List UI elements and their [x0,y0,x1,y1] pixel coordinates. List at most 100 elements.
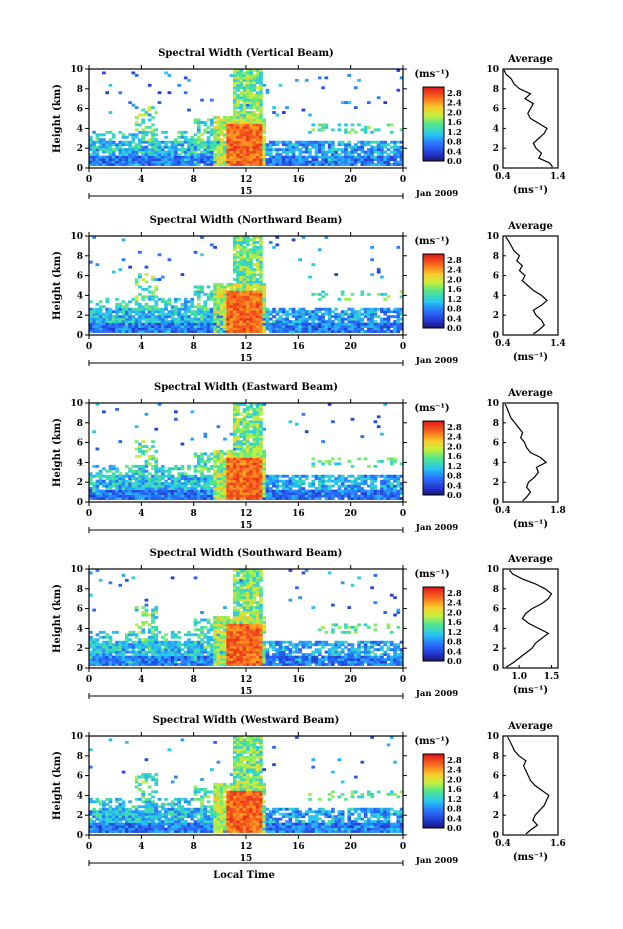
y-tick-label: 8 [77,419,83,429]
heatmap-cell [213,452,217,456]
heatmap-cell [226,116,231,119]
heatmap-cell [252,250,257,254]
heatmap-cell [95,489,100,493]
heatmap-cell [370,130,374,134]
heatmap-cell [167,140,172,144]
heatmap-cell [160,325,165,328]
heatmap-cell [131,71,136,75]
heatmap-cell [236,457,240,461]
heatmap-cell [95,497,100,500]
heatmap-cell [180,135,185,139]
heatmap-cell [337,474,342,478]
heatmap-cell [164,484,168,488]
heatmap-cell [259,265,263,269]
heatmap-cell [396,317,401,321]
heatmap-cell [229,140,234,144]
heatmap-cell [249,330,253,333]
average-x-tick-label: 0.4 [495,506,511,516]
heatmap-cell [327,307,332,311]
heatmap-cell [219,297,224,301]
heatmap-cell [311,457,316,461]
heatmap-cell [249,425,253,429]
heatmap-cell [246,71,250,75]
heatmap-cell [121,650,126,654]
heatmap-cell [255,300,260,304]
heatmap-cell [357,457,361,461]
heatmap-cell [102,653,106,657]
heatmap-cell [246,472,250,476]
y-tick-label: 6 [77,272,83,282]
heatmap-cell [193,452,198,456]
heatmap-cell [259,263,263,267]
heatmap-cell [210,479,214,483]
heatmap-cell [183,658,188,661]
colorbar-swatch [423,434,444,437]
heatmap-cell [183,150,188,154]
heatmap-cell [167,640,172,644]
heatmap-cell [275,153,280,157]
heatmap-cell [108,464,113,468]
x-tick-label: 12 [240,509,253,519]
heatmap-cell [226,300,231,304]
heatmap-cell [102,410,106,414]
heatmap-cell [219,153,224,157]
heatmap-cell [301,487,306,491]
heatmap-cell [321,330,325,333]
heatmap-cell [389,322,394,326]
heatmap-cell [259,240,263,244]
y-tick-label: 0 [77,331,83,341]
heatmap-cell [131,477,136,481]
heatmap-cell [344,145,348,149]
heatmap-cell [183,650,188,654]
heatmap-cell [275,148,280,152]
colorbar-swatch [423,136,444,139]
heatmap-cell [252,425,257,429]
heatmap-cell [317,497,322,500]
heatmap-cell [304,330,309,333]
heatmap-cell [259,91,263,95]
heatmap-cell [210,243,214,247]
heatmap-cell [285,150,289,154]
heatmap-cell [295,78,299,82]
heatmap-cell [128,312,132,316]
heatmap-cell [213,292,217,296]
heatmap-cell [134,645,139,649]
heatmap-cell [265,497,270,500]
heatmap-cell [311,497,316,500]
heatmap-cell [102,133,106,137]
heatmap-cell [206,317,211,321]
heatmap-cell [229,297,234,301]
heatmap-cell [268,150,273,154]
heatmap-cell [386,484,391,488]
heatmap-cell [118,484,123,488]
colorbar-swatch [423,260,444,263]
heatmap-cell [259,243,263,247]
colorbar-tick-label: 2.4 [447,266,462,276]
heatmap-cell [105,477,110,481]
heatmap-cell [229,482,234,486]
heatmap-cell [239,450,244,453]
heatmap-cell [317,322,322,326]
heatmap-cell [193,645,198,649]
heatmap-cell [187,655,191,659]
heatmap-cell [210,645,214,649]
heatmap-cell [213,120,217,124]
heatmap-cell [183,655,188,659]
heatmap-cell [357,487,361,491]
heatmap-cell [102,160,106,164]
heatmap-cell [386,158,391,161]
colorbar-frame [422,253,445,329]
heatmap-cell [272,494,276,498]
heatmap-cell [255,108,260,112]
heatmap-cell [141,140,145,144]
heatmap-cell [232,138,237,142]
heatmap-cell [89,638,93,642]
heatmap-cell [216,307,221,311]
heatmap-cell [255,76,260,80]
heatmap-cell [295,148,299,152]
heatmap-cell [249,283,253,286]
colorbar-swatch [423,479,444,482]
colorbar-tick-label: 1.6 [447,285,462,295]
heatmap-cell [314,150,319,154]
heatmap-cell [363,482,368,486]
